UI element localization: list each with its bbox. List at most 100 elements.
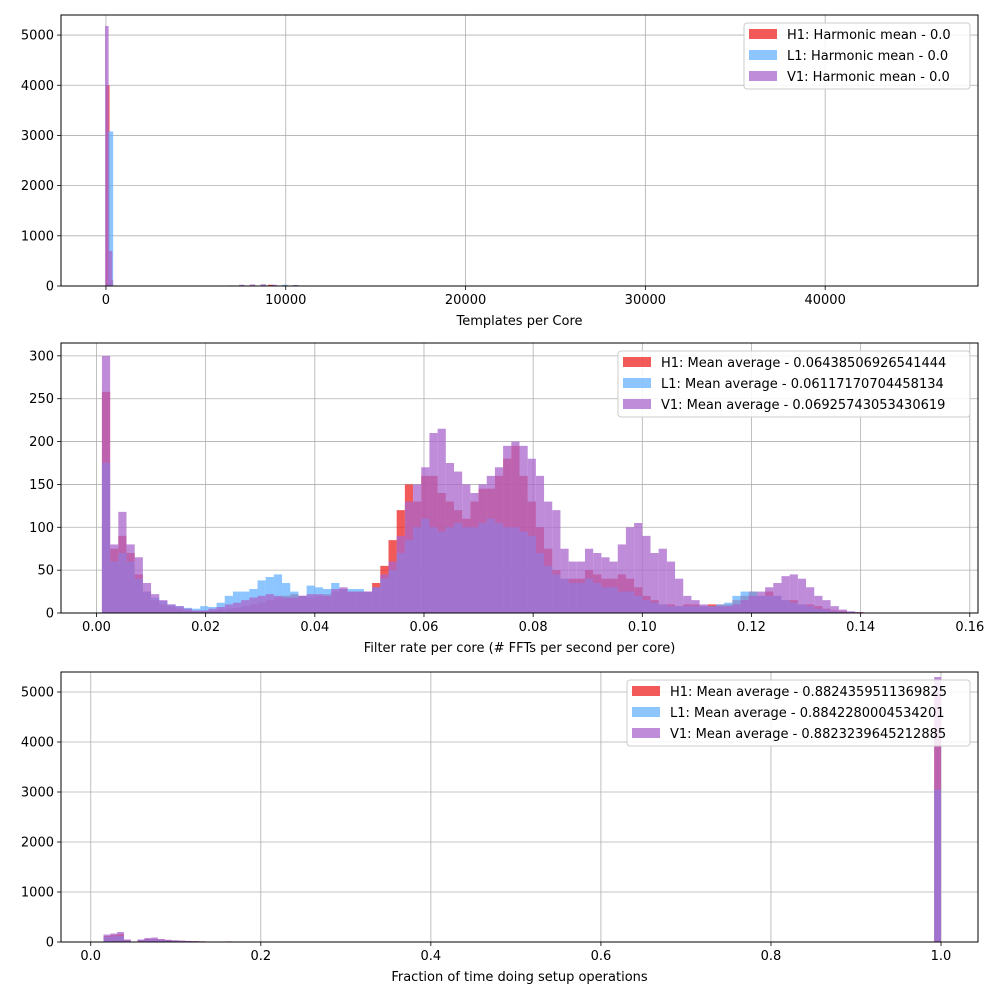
histogram-bar bbox=[363, 591, 373, 613]
histogram-bar bbox=[535, 475, 545, 613]
x-axis-label: Filter rate per core (# FFTs per second … bbox=[364, 641, 676, 656]
y-tick-label: 1000 bbox=[21, 886, 54, 901]
histogram-bar bbox=[257, 595, 266, 613]
histogram-bar bbox=[756, 591, 766, 613]
x-tick-label: 1.0 bbox=[931, 949, 952, 964]
histogram-bar bbox=[167, 604, 176, 613]
histogram-bar bbox=[260, 284, 266, 286]
histogram-bar bbox=[503, 445, 512, 613]
y-tick-label: 50 bbox=[37, 564, 54, 579]
histogram-bar bbox=[175, 606, 184, 613]
histogram-bar bbox=[347, 591, 356, 613]
histogram-bar bbox=[585, 548, 594, 613]
x-tick-label: 0.2 bbox=[250, 949, 271, 964]
histogram-bar bbox=[830, 606, 839, 613]
histogram-bar bbox=[934, 677, 942, 942]
histogram-bar bbox=[144, 938, 152, 942]
histogram-bar bbox=[101, 355, 111, 613]
histogram-bar bbox=[675, 578, 684, 613]
histogram-bar bbox=[110, 933, 118, 942]
histogram-bar bbox=[200, 606, 209, 613]
histogram-bar bbox=[151, 594, 160, 613]
histogram-bar bbox=[773, 583, 782, 613]
histogram-bar bbox=[249, 284, 256, 286]
axes-frame bbox=[60, 14, 979, 287]
histogram-bar bbox=[437, 428, 446, 613]
x-axis-label: Fraction of time doing setup operations bbox=[391, 970, 648, 985]
y-tick-label: 5000 bbox=[21, 29, 54, 44]
histogram-bar bbox=[388, 561, 397, 613]
series-2-bars bbox=[107, 131, 378, 286]
histogram-bar bbox=[110, 544, 119, 613]
histogram-bar bbox=[650, 553, 659, 613]
legend: H1: Mean average - 0.06438506926541444 L1… bbox=[617, 350, 971, 418]
y-tick-label: 0 bbox=[46, 607, 54, 622]
histogram-bar bbox=[105, 26, 109, 286]
legend-entry: H1: Mean average - 0.8824359511369825 bbox=[670, 685, 947, 700]
y-tick-label: 100 bbox=[29, 521, 54, 536]
legend-swatch bbox=[632, 728, 660, 738]
chart-panel-3: 0.0 0.2 0.4 0.6 0.8 1.0 0 1000 2000 3000 4000 5000 F… bbox=[21, 671, 979, 985]
y-tick-label: 0 bbox=[46, 936, 54, 951]
histogram-bar bbox=[171, 940, 179, 942]
histogram-bar bbox=[396, 535, 405, 613]
x-tick-label: 0.08 bbox=[519, 620, 548, 635]
y-tick-label: 250 bbox=[29, 392, 54, 407]
histogram-bar bbox=[323, 595, 332, 613]
histogram-bar bbox=[601, 557, 610, 613]
y-tick-label: 150 bbox=[29, 478, 54, 493]
legend-entry: V1: Mean average - 0.8823239645212885 bbox=[670, 727, 946, 742]
histogram-bar bbox=[239, 284, 245, 286]
series-3-bars bbox=[103, 677, 942, 942]
legend-box bbox=[617, 350, 971, 418]
histogram-bar bbox=[157, 939, 165, 942]
histogram-bar bbox=[151, 937, 158, 942]
histogram-bar bbox=[265, 594, 274, 613]
x-axis-label: Templates per Core bbox=[455, 314, 582, 329]
x-tick-label: 0.16 bbox=[955, 620, 984, 635]
histogram-bar bbox=[765, 587, 774, 613]
histogram-bar bbox=[232, 602, 242, 613]
histogram-bar bbox=[527, 458, 536, 613]
legend-swatch bbox=[623, 399, 651, 409]
legend-entry: V1: Mean average - 0.06925743053430619 bbox=[661, 398, 945, 413]
legend-swatch bbox=[623, 357, 651, 367]
histogram-bar bbox=[137, 939, 145, 942]
y-tick-label: 2000 bbox=[21, 836, 54, 851]
legend-entry: V1: Harmonic mean - 0.0 bbox=[787, 70, 950, 85]
histogram-bar bbox=[216, 607, 225, 613]
histogram-bar bbox=[273, 574, 283, 613]
y-tick-label: 4000 bbox=[21, 736, 54, 751]
histogram-bar bbox=[666, 561, 676, 613]
series-3-bars bbox=[101, 355, 864, 613]
legend-entry: L1: Harmonic mean - 0.0 bbox=[787, 49, 948, 64]
x-tick-label: 0.0 bbox=[80, 949, 101, 964]
series-3-bars bbox=[105, 26, 360, 286]
histogram-bar bbox=[568, 561, 577, 613]
histogram-bar bbox=[806, 587, 815, 613]
histogram-bar bbox=[732, 604, 741, 613]
x-tick-label: 0.4 bbox=[421, 949, 442, 964]
y-tick-label: 3000 bbox=[21, 129, 54, 144]
y-tick-label: 2000 bbox=[21, 179, 54, 194]
histogram-bar bbox=[314, 594, 323, 613]
legend: H1: Mean average - 0.8824359511369825 L1:… bbox=[626, 679, 971, 747]
histogram-bar bbox=[552, 510, 561, 613]
x-tick-label: 0.12 bbox=[737, 620, 766, 635]
histogram-bar bbox=[781, 576, 790, 613]
histogram-bar bbox=[273, 595, 283, 613]
histogram-bar bbox=[249, 597, 258, 613]
legend-entry: L1: Mean average - 0.06117170704458134 bbox=[661, 377, 944, 392]
histogram-bar bbox=[241, 600, 250, 613]
histogram-bar bbox=[494, 467, 504, 613]
legend-swatch bbox=[632, 686, 660, 696]
histogram-bar bbox=[290, 597, 299, 613]
histogram-bar bbox=[707, 606, 716, 613]
histogram-bar bbox=[103, 934, 111, 942]
histogram-bar bbox=[298, 595, 307, 613]
histogram-bar bbox=[462, 484, 471, 613]
histogram-bar bbox=[658, 548, 667, 613]
histogram-bar bbox=[117, 932, 124, 942]
histogram-bar bbox=[232, 591, 242, 613]
histogram-bar bbox=[292, 284, 299, 286]
